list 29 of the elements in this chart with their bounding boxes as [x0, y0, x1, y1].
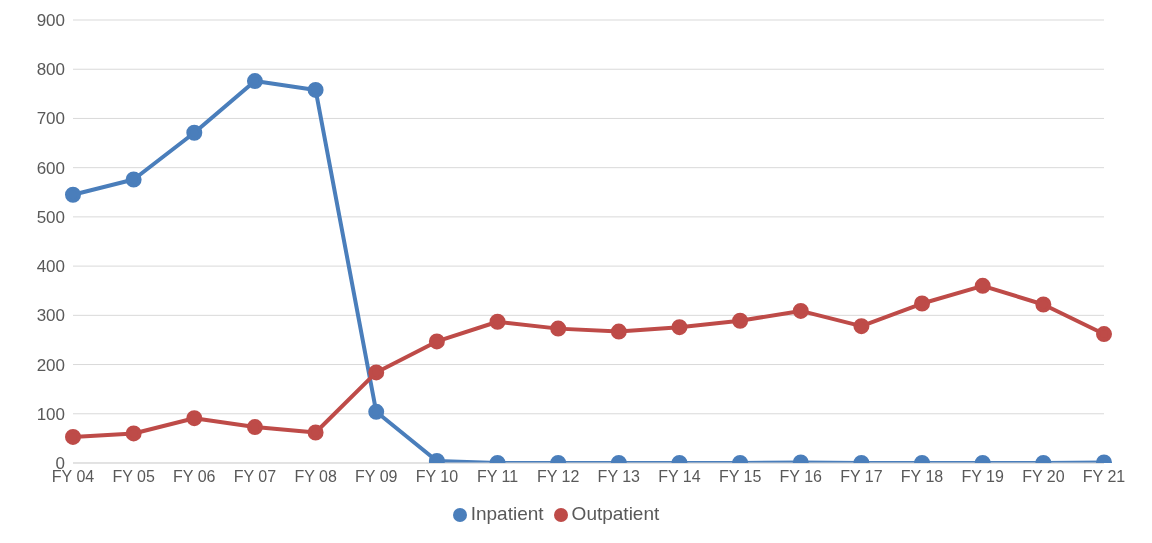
- x-tick-label: FY 15: [718, 468, 762, 486]
- y-tick-label: 600: [36, 158, 65, 178]
- x-tick-label: FY 07: [233, 468, 277, 486]
- x-tick-label: FY 13: [597, 468, 641, 486]
- x-tick-label: FY 08: [294, 468, 337, 486]
- y-tick-label: 100: [36, 404, 65, 424]
- legend-label: Inpatient: [470, 503, 544, 524]
- x-tick-label: FY 11: [476, 468, 519, 486]
- x-tick-label: FY 05: [112, 468, 155, 486]
- y-tick-label: 300: [36, 306, 65, 326]
- x-tick-label: FY 19: [961, 468, 1004, 486]
- x-tick-label: FY 09: [355, 468, 398, 486]
- y-tick-label: 500: [36, 207, 65, 227]
- y-tick-label: 200: [36, 355, 65, 375]
- x-tick-label: FY 06: [173, 468, 216, 486]
- x-tick-label: FY 12: [536, 468, 580, 486]
- x-tick-label: FY 14: [658, 468, 701, 486]
- x-tick-label: FY 10: [415, 468, 459, 486]
- x-tick-label: FY 17: [840, 468, 883, 486]
- x-tick-label: FY 21: [1082, 468, 1126, 486]
- x-tick-label: FY 04: [51, 468, 95, 486]
- legend-label: Outpatient: [571, 503, 660, 524]
- x-tick-label: FY 16: [779, 468, 823, 486]
- y-tick-label: 400: [36, 257, 65, 277]
- y-tick-label: 900: [36, 11, 65, 31]
- y-tick-label: 700: [36, 109, 65, 129]
- x-tick-label: FY 18: [900, 468, 944, 486]
- x-tick-label: FY 20: [1022, 468, 1065, 486]
- y-tick-label: 800: [36, 60, 65, 80]
